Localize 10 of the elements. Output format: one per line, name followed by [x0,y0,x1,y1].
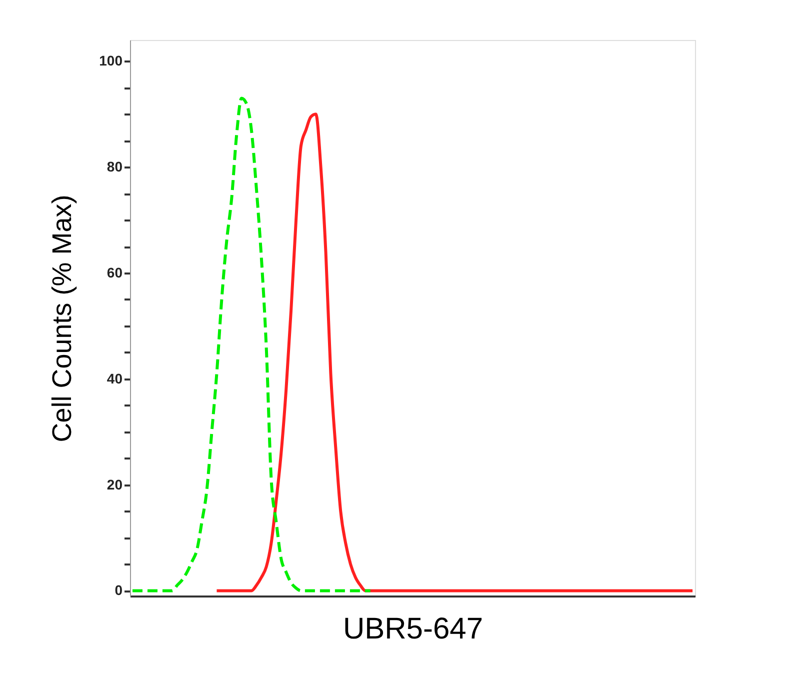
y-tick-label: 20 [106,476,123,492]
line-series [130,96,372,592]
y-tick-label: 60 [106,264,123,280]
y-tick-label: 100 [99,52,123,69]
x-axis-title: UBR5-647 [342,612,484,646]
y-axis-title: Cell Counts (% Max) [47,194,78,442]
y-tick-label: 80 [106,158,123,175]
y-tick-label: 40 [106,370,123,386]
line-series [215,112,694,592]
y-tick-label: 0 [114,582,123,598]
